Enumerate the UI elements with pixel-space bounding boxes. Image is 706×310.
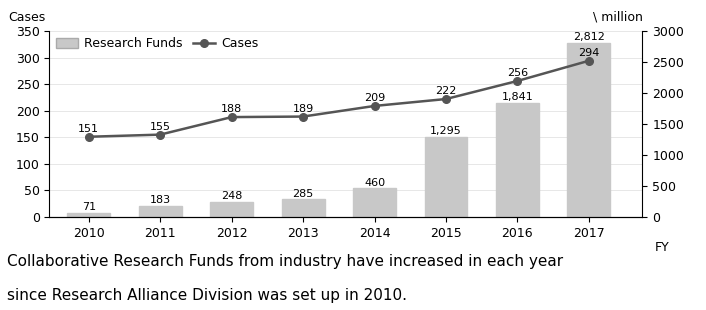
Text: 2,812: 2,812 bbox=[573, 32, 605, 42]
Text: 1,841: 1,841 bbox=[501, 92, 533, 102]
Bar bbox=[424, 137, 467, 217]
Text: 189: 189 bbox=[292, 104, 313, 114]
Text: 209: 209 bbox=[364, 93, 385, 103]
Text: 256: 256 bbox=[507, 68, 528, 78]
Bar bbox=[210, 202, 253, 217]
Bar bbox=[353, 188, 396, 217]
Text: since Research Alliance Division was set up in 2010.: since Research Alliance Division was set… bbox=[7, 288, 407, 303]
Text: FY: FY bbox=[654, 241, 669, 254]
Bar bbox=[568, 43, 610, 217]
Text: \ million: \ million bbox=[592, 11, 642, 24]
Text: 285: 285 bbox=[292, 188, 313, 198]
Text: Cases: Cases bbox=[8, 11, 45, 24]
Legend: Research Funds, Cases: Research Funds, Cases bbox=[56, 37, 259, 50]
Text: 1,295: 1,295 bbox=[430, 126, 462, 136]
Text: Collaborative Research Funds from industry have increased in each year: Collaborative Research Funds from indust… bbox=[7, 254, 563, 269]
Text: 460: 460 bbox=[364, 178, 385, 188]
Bar bbox=[67, 213, 110, 217]
Text: 294: 294 bbox=[578, 48, 599, 58]
Text: 222: 222 bbox=[436, 86, 457, 96]
Text: 155: 155 bbox=[150, 122, 171, 132]
Bar bbox=[496, 103, 539, 217]
Bar bbox=[282, 199, 325, 217]
Text: 188: 188 bbox=[221, 104, 242, 114]
Bar bbox=[139, 206, 181, 217]
Text: 248: 248 bbox=[221, 191, 242, 201]
Text: 151: 151 bbox=[78, 124, 100, 134]
Text: 183: 183 bbox=[150, 195, 171, 205]
Text: 71: 71 bbox=[82, 202, 96, 212]
